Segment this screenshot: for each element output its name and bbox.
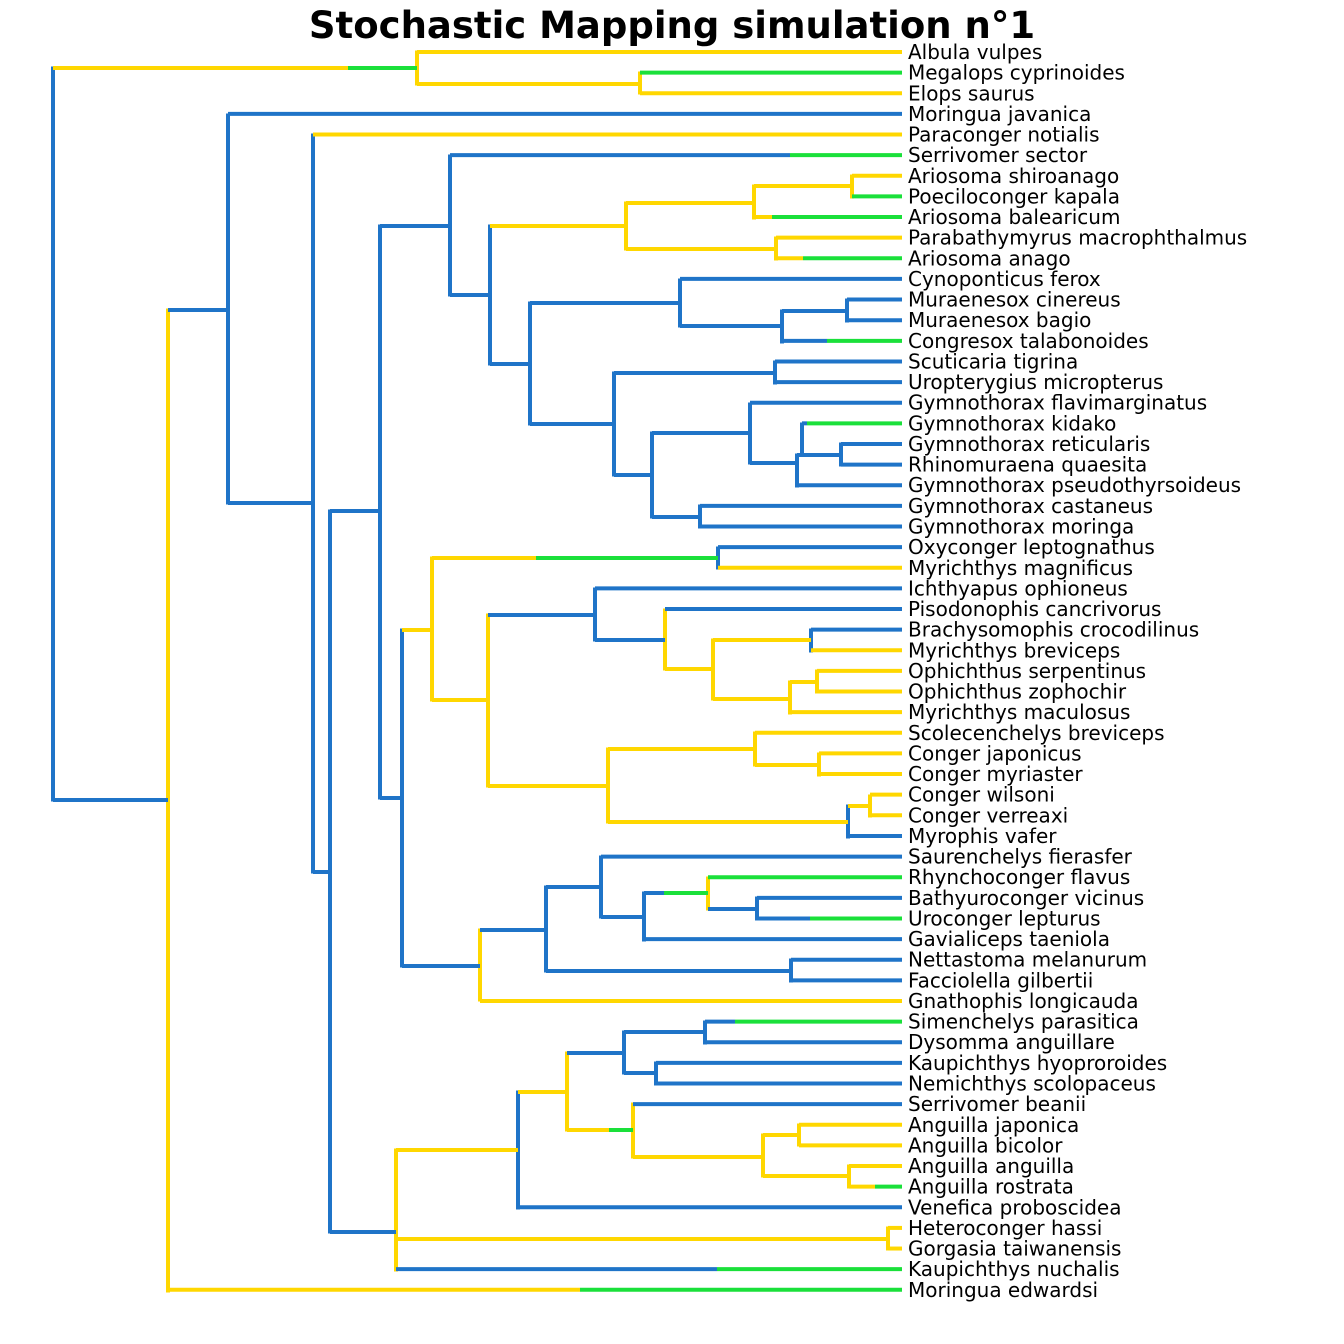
tip-label: Pisodonophis cancrivorus [908,597,1161,621]
tip-label: Nemichthys scolopaceus [908,1072,1156,1096]
tip-label: Ariosoma shiroanago [908,164,1119,188]
tip-label: Parabathymyrus macrophthalmus [908,226,1247,250]
tip-label: Kaupichthys nuchalis [908,1257,1120,1281]
tip-label: Gavialiceps taeniola [908,927,1110,951]
tip-label: Gymnothorax moringa [908,514,1134,538]
tip-label: Simenchelys parasitica [908,1010,1139,1034]
tip-label: Ariosoma balearicum [908,205,1120,229]
tip-label: Venefica proboscidea [908,1195,1122,1219]
tip-label: Dysomma anguillare [908,1030,1115,1054]
tip-label: Albula vulpes [908,40,1042,64]
tip-label: Conger myriaster [908,762,1083,786]
tip-label: Ophichthus zophochir [908,680,1127,704]
tip-label: Elops saurus [908,81,1035,105]
tip-label: Scolecenchelys breviceps [908,721,1165,745]
tip-label: Ariosoma anago [908,246,1071,270]
tip-label: Facciolella gilbertii [908,968,1093,992]
tip-label: Gymnothorax pseudothyrsoideus [908,473,1241,497]
tip-label: Uroconger lepturus [908,906,1101,930]
tip-label: Nettastoma melanurum [908,948,1147,972]
tip-label: Gymnothorax castaneus [908,494,1153,518]
tip-label: Moringua javanica [908,102,1091,126]
tip-label: Kaupichthys hyoproroides [908,1051,1167,1075]
tip-label: Cynoponticus ferox [908,267,1101,291]
tip-label: Conger japonicus [908,741,1082,765]
tip-label: Saurenchelys fierasfer [908,845,1133,869]
tip-label: Gymnothorax flavimarginatus [908,391,1207,415]
tip-label: Gorgasia taiwanensis [908,1237,1121,1261]
tip-label: Conger wilsoni [908,783,1055,807]
tip-label: Heteroconger hassi [908,1216,1102,1240]
tip-label: Paraconger notialis [908,123,1099,147]
tip-label: Bathyuroconger vicinus [908,886,1144,910]
tip-label: Rhinomuraena quaesita [908,453,1147,477]
tip-label: Ophichthus serpentinus [908,659,1146,683]
tip-label: Scuticaria tigrina [908,349,1078,373]
tip-label: Gymnothorax kidako [908,411,1116,435]
tip-label: Myrichthys magnificus [908,556,1133,580]
tip-label: Anguilla bicolor [908,1133,1063,1157]
tip-label: Ichthyapus ophioneus [908,576,1128,600]
tip-label: Myrichthys breviceps [908,638,1120,662]
tip-label: Rhynchoconger flavus [908,865,1130,889]
tip-label: Anguilla japonica [908,1113,1079,1137]
tip-label: Congresox talabonoides [908,329,1149,353]
tip-label: Myrophis vafer [908,824,1057,848]
tip-label: Oxyconger leptognathus [908,535,1155,559]
tip-label: Anguilla rostrata [908,1175,1074,1199]
tip-label: Brachysomophis crocodilinus [908,618,1199,642]
tip-label: Moringua edwardsi [908,1278,1098,1302]
tip-label: Gnathophis longicauda [908,989,1139,1013]
tip-label: Anguilla anguilla [908,1154,1074,1178]
tip-label: Megalops cyprinoides [908,61,1125,85]
tip-label: Poeciloconger kapala [908,184,1120,208]
tip-label: Conger verreaxi [908,803,1068,827]
tip-label: Serrivomer beanii [908,1092,1086,1116]
tip-label: Muraenesox cinereus [908,288,1121,312]
tip-label: Muraenesox bagio [908,308,1091,332]
tip-label: Serrivomer sector [908,143,1088,167]
plot-title: Stochastic Mapping simulation n°1 [308,4,1036,47]
tip-label: Uropterygius micropterus [908,370,1163,394]
tip-label: Gymnothorax reticularis [908,432,1150,456]
tip-label: Myrichthys maculosus [908,700,1130,724]
